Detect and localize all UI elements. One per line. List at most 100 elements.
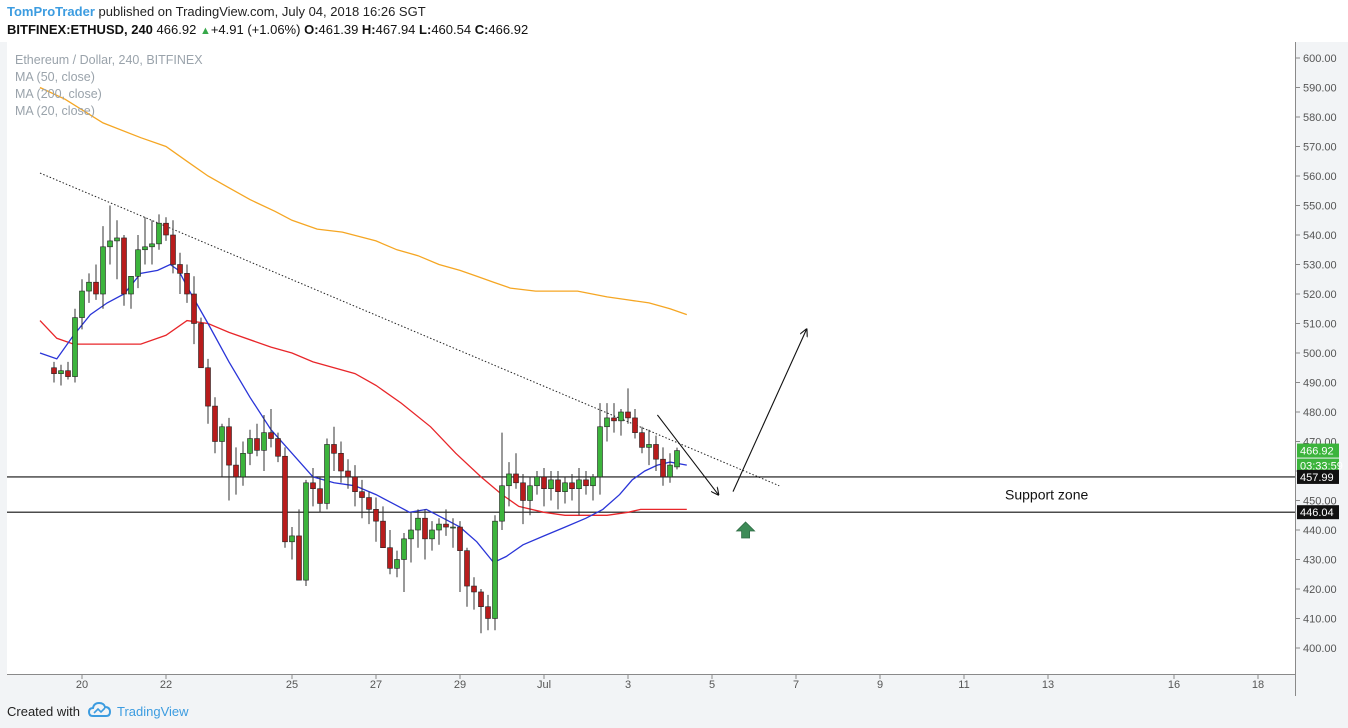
ma20-line <box>39 263 687 564</box>
candle <box>233 447 239 495</box>
candle <box>380 506 386 548</box>
candle-body <box>380 520 386 548</box>
candle-body <box>51 367 57 374</box>
candle-body <box>639 432 645 448</box>
candle <box>205 358 211 424</box>
candle-body <box>646 444 652 448</box>
candle <box>121 235 127 306</box>
high-label: H: <box>361 22 376 37</box>
price-tick-label: 430.00 <box>1303 555 1337 567</box>
candle <box>464 547 470 607</box>
candle-body <box>443 523 449 528</box>
candle <box>219 423 225 477</box>
time-tick-label: 18 <box>1252 679 1264 691</box>
candle <box>240 441 246 486</box>
support-top-label: 457.99 <box>1300 472 1334 484</box>
bar-timer-label: 03:33:59 <box>1300 461 1343 473</box>
candle <box>114 220 120 280</box>
candle <box>639 426 645 454</box>
price-tick-label: 420.00 <box>1303 584 1337 596</box>
candle <box>401 532 407 592</box>
candle <box>422 509 428 560</box>
candle <box>79 279 85 330</box>
author-link[interactable]: TomProTrader <box>7 4 95 19</box>
price-tick-label: 560.00 <box>1303 171 1337 183</box>
candle-body <box>499 485 505 522</box>
trendline-path <box>39 172 780 487</box>
time-axis[interactable]: 20 22 25 27 29 Jul 3 5 7 9 11 13 16 18 <box>76 674 1264 691</box>
candle-body <box>667 464 673 478</box>
candle <box>184 264 190 303</box>
price-tick-label: 510.00 <box>1303 319 1337 331</box>
candle <box>289 527 295 560</box>
candle <box>443 509 449 536</box>
candle <box>625 388 631 424</box>
price-tick-label: 490.00 <box>1303 378 1337 390</box>
candle <box>65 361 71 380</box>
candle-body <box>184 273 190 295</box>
candle <box>513 453 519 489</box>
candle <box>86 273 92 303</box>
candle-body <box>121 237 127 295</box>
open-label: O: <box>304 22 319 37</box>
candle-body <box>506 473 512 487</box>
legend-title: Ethereum / Dollar, 240, BITFINEX <box>15 53 203 67</box>
candle <box>268 409 274 448</box>
footer: Created with TradingView <box>0 696 1348 728</box>
candle-body <box>541 476 547 489</box>
price-tick-label: 440.00 <box>1303 525 1337 537</box>
price-tick-label: 500.00 <box>1303 348 1337 360</box>
candle <box>674 447 680 470</box>
price-tick-label: 590.00 <box>1303 83 1337 95</box>
legend-ma200: MA (200, close) <box>15 87 102 101</box>
candle <box>72 308 78 383</box>
candle <box>499 432 505 530</box>
candle-body <box>205 367 211 407</box>
candle-body <box>79 290 85 318</box>
up-triangle-icon: ▲ <box>199 25 211 37</box>
candle <box>352 465 358 507</box>
trendline <box>39 172 780 487</box>
candle <box>338 441 344 483</box>
projection-arrow <box>656 414 718 495</box>
candle-body <box>674 450 680 468</box>
candle <box>51 361 57 383</box>
candle-body <box>331 444 337 454</box>
open-value: 461.39 <box>318 22 359 37</box>
price-tick-label: 410.00 <box>1303 614 1337 626</box>
candle <box>331 426 337 471</box>
ma200-path <box>39 86 688 316</box>
candle-body <box>177 264 183 274</box>
ma200-line <box>39 86 688 316</box>
candle-body <box>198 323 204 369</box>
price-tick-label: 520.00 <box>1303 289 1337 301</box>
price-tick-label: 580.00 <box>1303 112 1337 124</box>
candle-body <box>415 517 421 531</box>
annotations: Support zone <box>656 329 1088 539</box>
candle-body <box>100 246 106 295</box>
candle <box>408 512 414 563</box>
candle-body <box>345 470 351 478</box>
candle <box>583 471 589 495</box>
candle-body <box>583 479 589 487</box>
candle-body <box>135 249 141 277</box>
candle-body <box>436 523 442 531</box>
tradingview-cloud-icon <box>88 701 112 717</box>
candle-body <box>86 281 92 292</box>
candle-body <box>254 438 260 451</box>
candle-body <box>387 547 393 569</box>
candle <box>261 414 267 471</box>
tradingview-link[interactable]: TradingView <box>117 704 189 719</box>
candle <box>562 476 568 504</box>
price-tick-label: 480.00 <box>1303 407 1337 419</box>
candle <box>163 217 169 241</box>
candle <box>450 518 456 548</box>
price-chart[interactable]: 400.00410.00420.00430.00440.00450.00460.… <box>0 42 1348 696</box>
price-tick-label: 530.00 <box>1303 260 1337 272</box>
plot-area[interactable] <box>7 42 1295 674</box>
ma50-line <box>39 319 687 516</box>
candle-body <box>317 488 323 504</box>
candle-body <box>261 432 267 451</box>
candle <box>618 409 624 436</box>
candle-body <box>107 240 113 248</box>
